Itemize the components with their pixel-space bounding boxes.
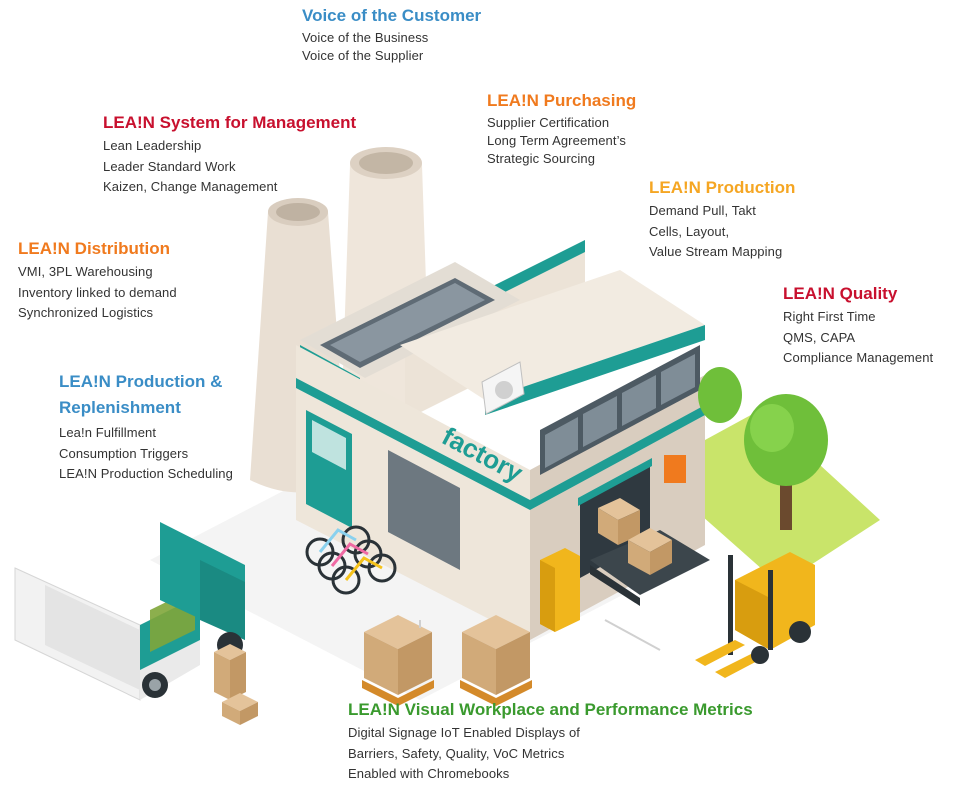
quality-block: LEA!N Quality Right First Time QMS, CAPA…	[783, 283, 933, 369]
box-stack-truck	[214, 644, 258, 725]
pallet-right	[460, 615, 532, 706]
voice-title: Voice of the Customer	[302, 6, 482, 25]
production-title: LEA!N Production	[649, 178, 796, 197]
production-line: Cells, Layout,	[649, 223, 730, 239]
quality-title: LEA!N Quality	[783, 284, 898, 303]
conveyor	[590, 498, 710, 606]
replenishment-line: Consumption Triggers	[59, 445, 189, 461]
management-line: Lean Leadership	[103, 138, 202, 153]
electrical-cabinet	[540, 548, 580, 632]
replenishment-line: LEA!N Production Scheduling	[59, 466, 233, 481]
tree-back	[698, 367, 742, 423]
visual-line: Digital Signage IoT Enabled Displays of	[348, 725, 581, 740]
management-title: LEA!N System for Management	[103, 113, 357, 132]
visual-line: Barriers, Safety, Quality, VoC Metrics	[348, 745, 565, 761]
replenishment-line: Lea!n Fulfillment	[59, 425, 157, 440]
replenishment-title-line: LEA!N Production &	[59, 372, 223, 391]
voice-line: Voice of the Business	[302, 30, 429, 45]
bikes	[305, 525, 397, 595]
voice-block: Voice of the Customer Voice of the Busin…	[302, 5, 481, 65]
replenishment-title-line: Replenishment	[59, 398, 181, 417]
replenishment-block: LEA!N Production & Replenishment Lea!n F…	[59, 369, 233, 485]
distribution-line: Synchronized Logistics	[18, 305, 154, 320]
production-line: Value Stream Mapping	[649, 244, 783, 259]
quality-line: Right First Time	[783, 309, 876, 324]
visual-line: Enabled with Chromebooks	[348, 766, 510, 781]
forklift	[695, 552, 815, 678]
distribution-line: Inventory linked to demand	[18, 284, 177, 300]
distribution-line: VMI, 3PL Warehousing	[18, 264, 153, 279]
visual-title: LEA!N Visual Workplace and Performance M…	[348, 700, 753, 719]
purchasing-line: Supplier Certification	[487, 115, 610, 130]
tree-right	[744, 394, 828, 530]
pallet-left	[362, 615, 434, 706]
distribution-block: LEA!N Distribution VMI, 3PL Warehousing …	[18, 238, 177, 324]
visual-block: LEA!N Visual Workplace and Performance M…	[348, 699, 753, 785]
management-line: Kaizen, Change Management	[103, 179, 278, 194]
purchasing-line: Long Term Agreement’s	[487, 133, 626, 148]
management-block: LEA!N System for Management Lean Leaders…	[103, 112, 356, 198]
quality-line: QMS, CAPA	[783, 329, 856, 345]
ground-markings	[419, 619, 661, 651]
production-line: Demand Pull, Takt	[649, 203, 756, 218]
purchasing-title: LEA!N Purchasing	[487, 91, 637, 110]
voice-line: Voice of the Supplier	[302, 48, 424, 63]
distribution-title: LEA!N Distribution	[18, 239, 171, 258]
truck	[14, 522, 245, 701]
purchasing-block: LEA!N Purchasing Supplier Certification …	[487, 90, 636, 168]
quality-line: Compliance Management	[783, 350, 934, 365]
purchasing-line: Strategic Sourcing	[487, 151, 596, 166]
management-line: Leader Standard Work	[103, 158, 236, 174]
production-block: LEA!N Production Demand Pull, Takt Cells…	[649, 177, 795, 263]
